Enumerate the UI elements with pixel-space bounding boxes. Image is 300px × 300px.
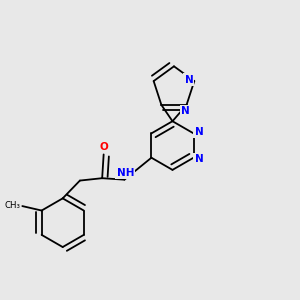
Text: CH₃: CH₃ — [5, 201, 21, 210]
Text: N: N — [184, 75, 193, 85]
Text: NH: NH — [117, 168, 134, 178]
Text: N: N — [194, 127, 203, 137]
Text: O: O — [100, 142, 109, 152]
Text: N: N — [181, 106, 189, 116]
Text: N: N — [194, 154, 203, 164]
